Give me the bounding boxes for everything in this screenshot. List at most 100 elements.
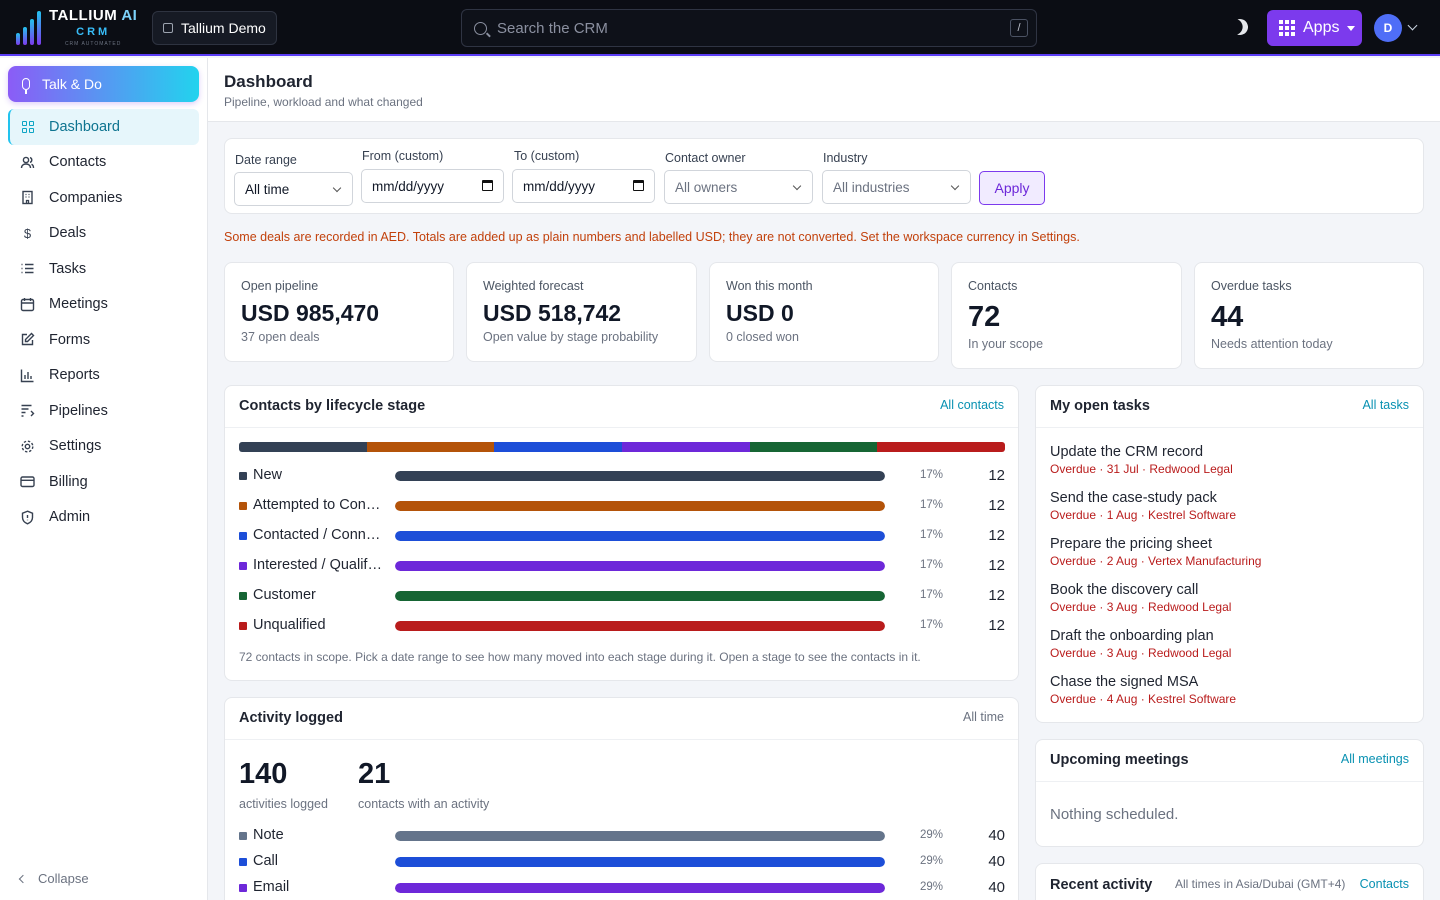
lifecycle-row[interactable]: Unqualified 17% 12	[239, 616, 1005, 636]
apps-button[interactable]: Apps	[1267, 10, 1362, 46]
kpi-label: Overdue tasks	[1211, 279, 1292, 293]
row-percent: 17%	[919, 589, 943, 601]
bar-track	[395, 501, 885, 511]
kpi-won-this-month[interactable]: Won this month USD 0 0 closed won	[709, 262, 939, 362]
task-item[interactable]: Book the discovery call Overdue · 3 Aug ·…	[1050, 582, 1231, 614]
to-date-input[interactable]: mm/dd/yyyy	[512, 169, 655, 203]
workspace-switcher[interactable]: Tallium Demo	[152, 11, 277, 45]
legend-swatch	[239, 884, 247, 892]
kpi-weighted-forecast[interactable]: Weighted forecast USD 518,742 Open value…	[466, 262, 697, 362]
collapse-sidebar-button[interactable]: Collapse	[18, 871, 89, 886]
stack-segment[interactable]	[239, 442, 367, 452]
stack-segment[interactable]	[621, 442, 750, 452]
kpi-contacts[interactable]: Contacts 72 In your scope	[951, 262, 1182, 369]
search-shortcut: /	[1010, 19, 1028, 37]
lifecycle-row[interactable]: Attempted to Contact 17% 12	[239, 496, 1005, 516]
activity-row[interactable]: Note 29% 40	[239, 826, 1005, 846]
row-label: Call	[253, 853, 278, 869]
industry-label: Industry	[823, 151, 868, 165]
kpi-overdue-tasks[interactable]: Overdue tasks 44 Needs attention today	[1194, 262, 1424, 369]
stack-segment[interactable]	[494, 442, 622, 452]
sidebar-item-label: Reports	[49, 367, 100, 384]
calendar-icon[interactable]	[633, 180, 644, 191]
chevron-down-icon[interactable]	[1407, 20, 1418, 31]
sidebar-item-settings[interactable]: Settings	[8, 429, 199, 465]
lifecycle-row[interactable]: Customer 17% 12	[239, 586, 1005, 606]
chevron-left-icon	[18, 874, 28, 883]
apply-button[interactable]: Apply	[979, 171, 1045, 205]
activity-panel: Activity logged All time 140 activities …	[224, 697, 1019, 900]
stack-segment[interactable]	[877, 442, 1005, 452]
search-input[interactable]: Search the CRM /	[461, 9, 1037, 47]
panel-header: Activity logged All time	[225, 698, 1018, 740]
brand-logo[interactable]: TALLIUM AI CRM CRM AUTOMATED	[16, 8, 137, 47]
stack-segment[interactable]	[366, 442, 495, 452]
row-count: 12	[988, 467, 1005, 484]
sidebar-item-admin[interactable]: Admin	[8, 500, 199, 536]
row-label: New	[253, 467, 283, 483]
task-meta: Overdue · 3 Aug · Redwood Legal	[1050, 600, 1232, 614]
kpi-open-pipeline[interactable]: Open pipeline USD 985,470 37 open deals	[224, 262, 454, 362]
sidebar-item-meetings[interactable]: Meetings	[8, 287, 199, 323]
sidebar-item-pipelines[interactable]: Pipelines	[8, 393, 199, 429]
recent-activity-panel: Recent activity All times in Asia/Dubai …	[1035, 863, 1424, 900]
credit-card-icon	[20, 474, 35, 489]
activity-range: All time	[963, 710, 1004, 724]
lifecycle-row[interactable]: Interested / Qualified 17% 12	[239, 556, 1005, 576]
sidebar-item-forms[interactable]: Forms	[8, 322, 199, 358]
lifecycle-row[interactable]: Contacted / Connected 17% 12	[239, 526, 1005, 546]
contact-owner-select[interactable]: All owners	[664, 170, 813, 204]
timezone-note: All times in Asia/Dubai (GMT+4)	[1175, 877, 1346, 891]
all-contacts-link[interactable]: All contacts	[940, 398, 1004, 412]
sidebar-item-label: Pipelines	[49, 402, 108, 419]
calendar-icon[interactable]	[482, 180, 493, 191]
row-percent: 29%	[919, 855, 943, 867]
sidebar-item-reports[interactable]: Reports	[8, 358, 199, 394]
chevron-down-icon	[950, 181, 960, 191]
page-title: Dashboard	[224, 72, 313, 91]
task-item[interactable]: Draft the onboarding plan Overdue · 3 Aug…	[1050, 628, 1231, 660]
task-item[interactable]: Send the case-study pack Overdue · 1 Aug …	[1050, 490, 1236, 522]
bar-fill	[395, 591, 885, 601]
row-count: 40	[988, 827, 1005, 844]
activity-row[interactable]: Email 29% 40	[239, 878, 1005, 898]
sidebar-item-tasks[interactable]: Tasks	[8, 251, 199, 287]
theme-toggle-moon-icon[interactable]	[1230, 17, 1251, 38]
sidebar-item-companies[interactable]: Companies	[8, 180, 199, 216]
date-range-value: All time	[245, 181, 290, 197]
sidebar-item-label: Admin	[49, 509, 91, 526]
sidebar-item-billing[interactable]: Billing	[8, 464, 199, 500]
sidebar-item-label: Deals	[49, 225, 87, 242]
all-tasks-link[interactable]: All tasks	[1362, 398, 1409, 412]
row-count: 12	[988, 527, 1005, 544]
caret-down-icon	[1347, 25, 1356, 31]
task-item[interactable]: Prepare the pricing sheet Overdue · 2 Aug…	[1050, 536, 1261, 568]
from-date-label: From (custom)	[362, 149, 444, 163]
sidebar-item-label: Companies	[49, 189, 123, 206]
activity-row[interactable]: Call 29% 40	[239, 852, 1005, 872]
date-range-select[interactable]: All time	[234, 172, 353, 206]
sidebar-item-deals[interactable]: $ Deals	[8, 216, 199, 252]
talk-and-do-button[interactable]: Talk & Do	[8, 66, 199, 102]
from-date-input[interactable]: mm/dd/yyyy	[361, 169, 504, 203]
task-item[interactable]: Chase the signed MSA Overdue · 4 Aug · Ke…	[1050, 674, 1236, 706]
task-item[interactable]: Update the CRM record Overdue · 31 Jul · …	[1050, 444, 1233, 476]
sidebar-item-dashboard[interactable]: Dashboard	[8, 109, 199, 145]
row-percent: 17%	[919, 499, 943, 511]
all-meetings-link[interactable]: All meetings	[1340, 752, 1409, 766]
sidebar-item-label: Meetings	[49, 296, 108, 313]
industry-select[interactable]: All industries	[822, 170, 971, 204]
bar-track	[395, 857, 885, 867]
apps-label: Apps	[1303, 19, 1340, 36]
sidebar-item-contacts[interactable]: Contacts	[8, 145, 199, 181]
pipeline-icon	[20, 403, 35, 418]
industry-value: All industries	[833, 179, 910, 195]
legend-swatch	[239, 858, 247, 866]
bar-fill	[395, 831, 885, 841]
lifecycle-row[interactable]: New 17% 12	[239, 466, 1005, 486]
kpi-value: USD 0	[726, 300, 794, 326]
microphone-icon	[22, 78, 30, 94]
user-avatar[interactable]: D	[1374, 14, 1402, 42]
stack-segment[interactable]	[749, 442, 878, 452]
contacts-link[interactable]: Contacts	[1359, 877, 1409, 891]
